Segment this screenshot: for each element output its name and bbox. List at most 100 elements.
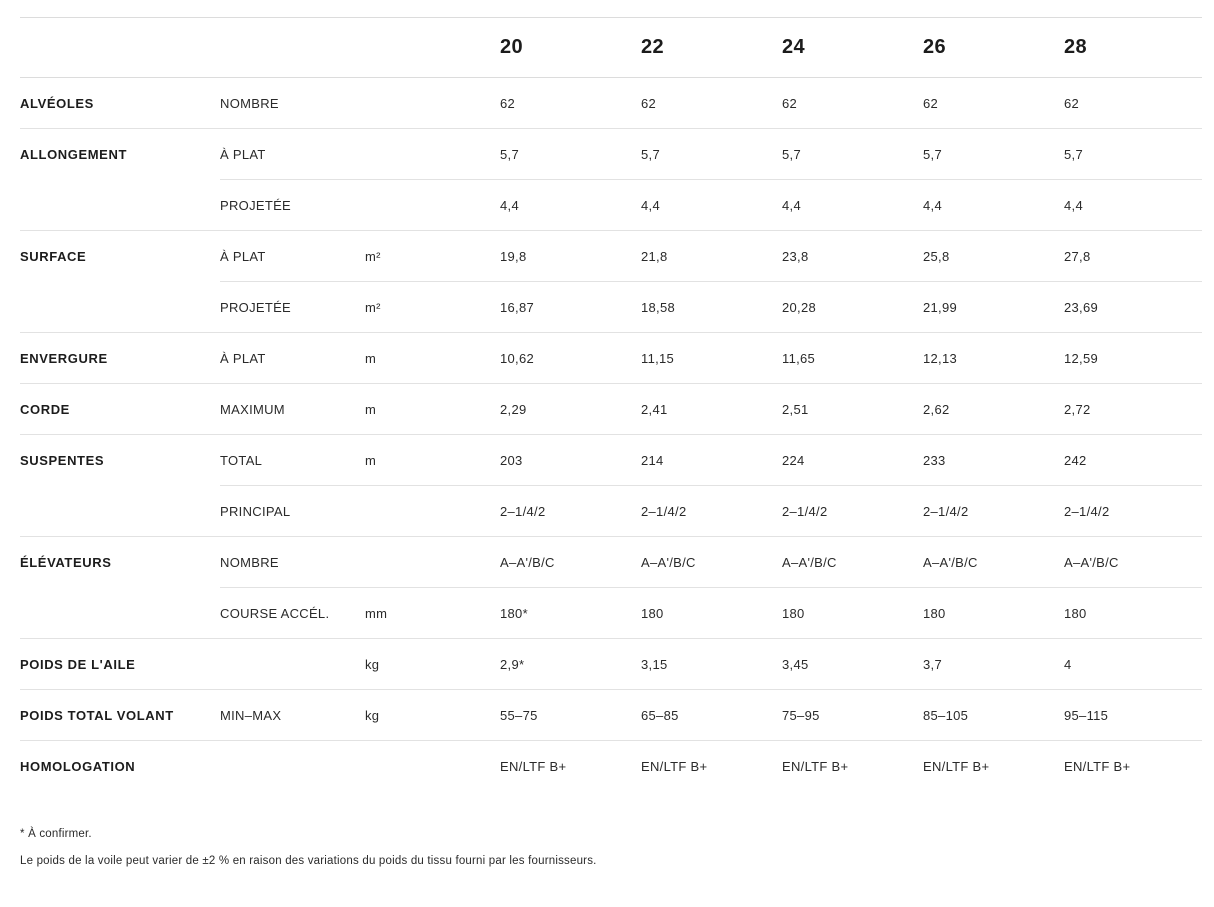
cell-value: 62 <box>923 95 939 111</box>
cell-value: 11,65 <box>782 350 816 366</box>
cell-value: 19,8 <box>500 249 527 264</box>
cell-value: EN/LTF B+ <box>782 759 849 774</box>
cell-value: A–A'/B/C <box>782 555 837 570</box>
table-row: PROJETÉE 4,4 4,4 4,4 4,4 4,4 <box>20 180 1202 231</box>
cell-value: 4,4 <box>923 197 942 213</box>
cell-value: 2,41 <box>641 401 668 417</box>
row-unit: kg <box>365 656 380 672</box>
cell-value: 85–105 <box>923 707 969 723</box>
cell-value: 4,4 <box>782 197 801 213</box>
cell-value: 5,7 <box>1064 147 1083 162</box>
cell-value: A–A'/B/C <box>500 555 555 570</box>
cell-value: A–A'/B/C <box>1064 555 1119 570</box>
row-label: ENVERGURE <box>20 350 108 366</box>
cell-value: 180 <box>782 605 805 621</box>
spec-table: 20 22 24 26 28 ALVÉOLES NOMBRE 62 62 62 … <box>20 17 1202 869</box>
cell-value: 20,28 <box>782 299 817 315</box>
footnote-confirm: * À confirmer. <box>20 828 92 840</box>
cell-value: 2,62 <box>923 401 950 417</box>
row-unit: m² <box>365 249 381 264</box>
cell-value: 5,7 <box>500 147 519 162</box>
row-sublabel: PROJETÉE <box>220 299 292 315</box>
footnote-weight-variation: Le poids de la voile peut varier de ±2 %… <box>20 855 597 867</box>
row-unit: m <box>365 401 377 417</box>
table-row: ALLONGEMENT À PLAT 5,7 5,7 5,7 5,7 5,7 <box>20 129 1202 180</box>
cell-value: 2–1/4/2 <box>923 503 969 519</box>
row-sublabel: À PLAT <box>220 249 266 264</box>
size-header: 20 <box>500 36 524 58</box>
table-row: CORDE MAXIMUM m 2,29 2,41 2,51 2,62 2,72 <box>20 384 1202 435</box>
cell-value: 2–1/4/2 <box>641 503 687 519</box>
cell-value: 65–85 <box>641 707 679 723</box>
table-row: POIDS TOTAL VOLANT MIN–MAX kg 55–75 65–8… <box>20 690 1202 741</box>
size-header: 26 <box>923 36 947 58</box>
footnotes: * À confirmer. Le poids de la voile peut… <box>20 826 1202 869</box>
cell-value: EN/LTF B+ <box>641 759 708 774</box>
cell-value: 2–1/4/2 <box>1064 503 1110 519</box>
cell-value: 21,99 <box>923 299 958 315</box>
cell-value: 2–1/4/2 <box>782 503 828 519</box>
row-unit: kg <box>365 707 380 723</box>
row-unit: mm <box>365 605 388 621</box>
size-header: 28 <box>1064 36 1088 58</box>
cell-value: 4,4 <box>1064 197 1083 213</box>
cell-value: A–A'/B/C <box>641 555 696 570</box>
table-row: PROJETÉE m² 16,87 18,58 20,28 21,99 23,6… <box>20 282 1202 333</box>
table-row: PRINCIPAL 2–1/4/2 2–1/4/2 2–1/4/2 2–1/4/… <box>20 486 1202 537</box>
cell-value: 180 <box>1064 605 1087 621</box>
row-label: ALVÉOLES <box>20 95 94 111</box>
cell-value: 4 <box>1064 656 1072 672</box>
size-header-row: 20 22 24 26 28 <box>20 17 1202 78</box>
cell-value: EN/LTF B+ <box>1064 759 1131 774</box>
cell-value: 10,62 <box>500 350 535 366</box>
cell-value: 62 <box>500 95 516 111</box>
cell-value: 27,8 <box>1064 249 1091 264</box>
cell-value: 16,87 <box>500 299 535 315</box>
cell-value: 2,29 <box>500 401 527 417</box>
row-sublabel: NOMBRE <box>220 95 279 111</box>
cell-value: 180* <box>500 605 528 621</box>
cell-value: 12,13 <box>923 350 958 366</box>
cell-value: 2,51 <box>782 401 809 417</box>
row-label: ALLONGEMENT <box>20 147 127 162</box>
row-sublabel: NOMBRE <box>220 555 279 570</box>
row-sublabel: MIN–MAX <box>220 707 282 723</box>
table-row: ÉLÉVATEURS NOMBRE A–A'/B/C A–A'/B/C A–A'… <box>20 537 1202 588</box>
size-header: 24 <box>782 36 806 58</box>
cell-value: 224 <box>782 453 805 468</box>
cell-value: 214 <box>641 453 664 468</box>
row-label: POIDS TOTAL VOLANT <box>20 707 174 723</box>
cell-value: 62 <box>1064 95 1080 111</box>
table-row: ENVERGURE À PLAT m 10,62 11,15 11,65 12,… <box>20 333 1202 384</box>
cell-value: 4,4 <box>641 197 660 213</box>
cell-value: A–A'/B/C <box>923 555 978 570</box>
table-row: SUSPENTES TOTAL m 203 214 224 233 242 <box>20 435 1202 486</box>
cell-value: 2,72 <box>1064 401 1091 417</box>
row-unit: m² <box>365 299 381 315</box>
row-sublabel: PROJETÉE <box>220 197 292 213</box>
row-label: POIDS DE L'AILE <box>20 656 136 672</box>
row-sublabel: À PLAT <box>220 147 266 162</box>
cell-value: 18,58 <box>641 299 676 315</box>
row-unit: m <box>365 453 377 468</box>
cell-value: 242 <box>1064 453 1087 468</box>
cell-value: 3,45 <box>782 656 809 672</box>
row-sublabel: PRINCIPAL <box>220 503 291 519</box>
cell-value: 55–75 <box>500 707 538 723</box>
row-label: HOMOLOGATION <box>20 759 136 774</box>
row-label: SUSPENTES <box>20 453 105 468</box>
table-row: SURFACE À PLAT m² 19,8 21,8 23,8 25,8 27… <box>20 231 1202 282</box>
cell-value: 4,4 <box>500 197 519 213</box>
cell-value: 21,8 <box>641 249 668 264</box>
cell-value: 180 <box>923 605 946 621</box>
cell-value: 23,8 <box>782 249 809 264</box>
row-label: CORDE <box>20 401 70 417</box>
table-row: ALVÉOLES NOMBRE 62 62 62 62 62 <box>20 78 1202 129</box>
cell-value: 2,9* <box>500 656 525 672</box>
cell-value: 5,7 <box>641 147 660 162</box>
cell-value: 11,15 <box>641 350 675 366</box>
cell-value: 62 <box>641 95 657 111</box>
cell-value: 203 <box>500 453 523 468</box>
row-sublabel: À PLAT <box>220 350 266 366</box>
cell-value: 5,7 <box>923 147 942 162</box>
